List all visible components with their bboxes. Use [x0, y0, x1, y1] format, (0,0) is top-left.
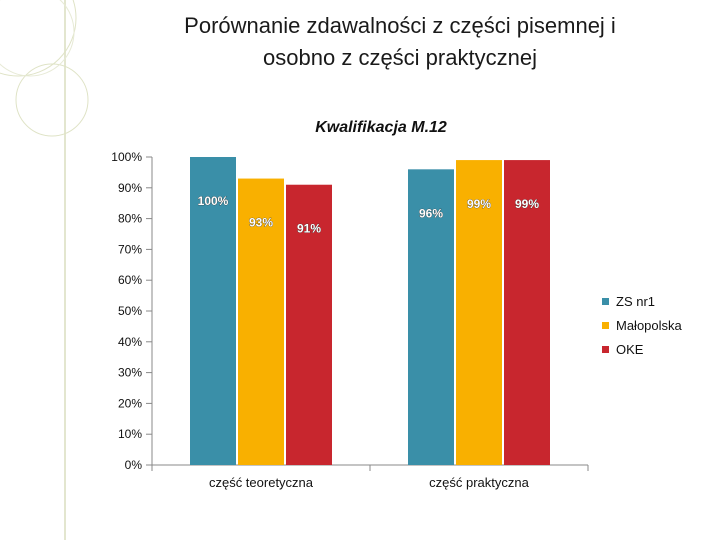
decorative-vertical-line	[64, 0, 66, 540]
bar-value-label: 91%	[297, 222, 321, 236]
bar-value-label: 96%	[419, 206, 443, 220]
y-tick-label: 90%	[118, 181, 142, 195]
legend-label: Małopolska	[616, 317, 682, 333]
y-tick-label: 50%	[118, 304, 142, 318]
y-tick-label: 60%	[118, 273, 142, 287]
bar-value-label: 99%	[467, 197, 491, 211]
bars: 100% 93% 91% 96% 99% 99%	[190, 157, 550, 465]
x-category-label: część praktyczna	[429, 475, 529, 490]
legend-swatch	[602, 321, 609, 329]
bar	[504, 160, 550, 465]
bar-value-label: 93%	[249, 216, 273, 230]
y-tick-label: 30%	[118, 366, 142, 380]
bar	[238, 178, 284, 465]
legend-swatch	[602, 297, 609, 305]
bar	[286, 184, 332, 465]
x-axis: część teoretyczna część praktyczna	[151, 464, 589, 490]
legend-item: OKE	[602, 337, 682, 361]
bar-value-label: 99%	[515, 197, 539, 211]
y-tick-label: 70%	[118, 242, 142, 256]
y-tick-label: 40%	[118, 335, 142, 349]
legend-label: ZS nr1	[616, 293, 656, 309]
y-axis: 0% 10% 20% 30% 40% 50% 60% 70% 80% 90% 100%	[111, 150, 153, 472]
bar	[456, 160, 502, 465]
bar-value-label: 100%	[198, 194, 229, 208]
bar	[408, 169, 454, 465]
legend: ZS nr1 Małopolska OKE	[602, 289, 682, 361]
y-tick-label: 80%	[118, 212, 142, 226]
slide-title: Porównanie zdawalności z części pisemnej…	[100, 10, 700, 74]
legend-swatch	[602, 345, 609, 353]
legend-label: OKE	[616, 341, 644, 357]
y-tick-label: 100%	[111, 150, 142, 164]
slide-title-line-1: Porównanie zdawalności z części pisemnej…	[184, 13, 616, 38]
y-tick-label: 0%	[125, 458, 143, 472]
bar	[190, 157, 236, 465]
legend-item: Małopolska	[602, 313, 682, 337]
legend-item: ZS nr1	[602, 289, 682, 313]
slide-title-line-2: osobno z części praktycznej	[263, 45, 537, 70]
decorative-circles	[0, 0, 89, 137]
chart-title: Kwalifikacja M.12	[315, 119, 447, 136]
y-tick-label: 10%	[118, 427, 142, 441]
y-tick-label: 20%	[118, 396, 142, 410]
x-category-label: część teoretyczna	[209, 475, 314, 490]
